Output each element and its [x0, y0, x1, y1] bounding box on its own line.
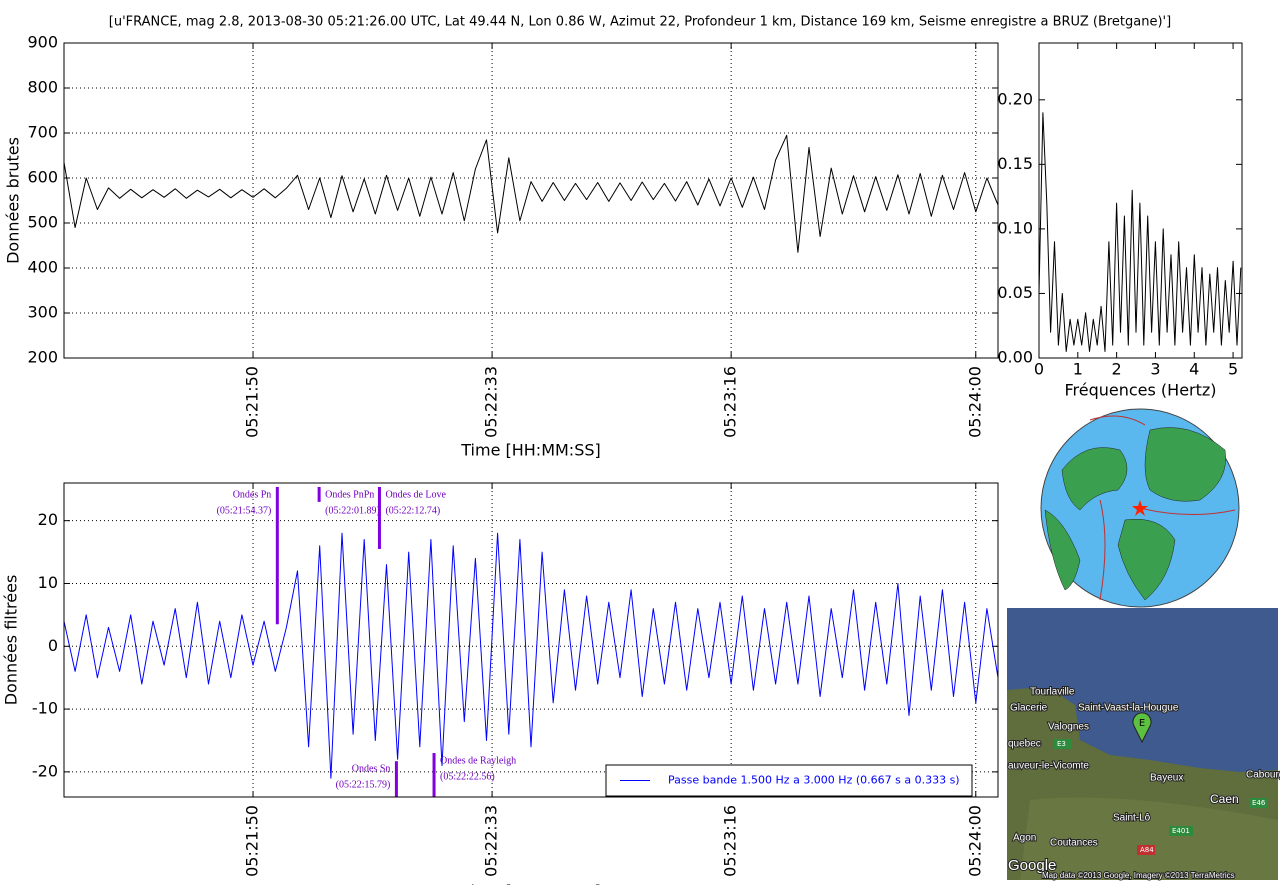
- axes: Données filtrées -20 -10 0 10 20 05:21:50 05:22…: [2, 482, 999, 885]
- annotation-time: (05:22:12.74): [385, 505, 440, 516]
- plate-boundary: [1099, 499, 1236, 601]
- y-tick-label: 600: [27, 168, 58, 187]
- map-marker: [1132, 712, 1152, 744]
- data-line: [64, 134, 998, 253]
- map-label: Agon: [1013, 833, 1036, 844]
- plot-area: [64, 43, 998, 358]
- map-label: quebec: [1008, 739, 1041, 750]
- globe-land: [1044, 509, 1081, 591]
- road-badge: [1249, 798, 1267, 808]
- y-tick-label: 0.20: [997, 89, 1033, 108]
- annotation-time: (05:22:22.56): [440, 771, 495, 782]
- x-tick-label: 05:24:00: [965, 366, 984, 438]
- map-label: Saint-Vaast-la-Hougue: [1078, 703, 1179, 714]
- y-tick-label: 0.10: [997, 218, 1033, 237]
- data-line: [64, 532, 998, 779]
- x-axis-label: Time [HH:MM:SS]: [460, 441, 601, 460]
- x-tick-label: 05:21:50: [243, 366, 262, 438]
- globe-land: [1117, 518, 1176, 601]
- map-label: Google: [1008, 857, 1056, 874]
- y-tick-label: 0: [48, 636, 58, 655]
- annotation-time: (05:22:01.89): [325, 505, 380, 516]
- y-tick-label: 400: [27, 258, 58, 277]
- annotation-time: (05:22:15.79): [336, 780, 391, 791]
- y-tick-label: 300: [27, 303, 58, 322]
- map-label: Cabourg: [1246, 770, 1280, 781]
- globe-land: [1061, 447, 1128, 511]
- x-tick-label: 05:22:33: [482, 805, 501, 877]
- y-tick-label: 0.15: [997, 154, 1033, 173]
- annotation-text: Ondes PnPn: [325, 489, 374, 500]
- plot-area: [64, 483, 998, 797]
- annotation-text: Ondes de Love: [385, 489, 446, 500]
- map-label: Coutances: [1050, 838, 1098, 849]
- annotation-time: (05:21:54.37): [217, 505, 272, 516]
- map-label: Tourlaville: [1030, 687, 1075, 698]
- x-tick-label: 3: [1150, 360, 1160, 379]
- map-label: Map data ©2013 Google, Imagery ©2013 Ter…: [1042, 871, 1235, 880]
- annotation-text: Ondes de Rayleigh: [440, 755, 516, 766]
- map: [1007, 608, 1278, 880]
- y-tick-label: -20: [32, 761, 58, 780]
- y-axis-label: Données filtrées: [2, 575, 21, 706]
- map-label: Caen: [1210, 792, 1239, 806]
- epicenter-star: [1132, 500, 1148, 516]
- legend-box: [605, 764, 973, 797]
- x-axis-label: Fréquences (Hertz): [1064, 381, 1216, 400]
- plot-area: [1039, 43, 1242, 358]
- annotation-text: Ondes Sn: [352, 764, 391, 775]
- road-label: E3: [1057, 740, 1066, 748]
- map-label: Saint-Lô: [1113, 813, 1151, 824]
- road-label: E401: [1172, 827, 1190, 835]
- map-land: [1020, 797, 1278, 880]
- x-axis-label: Time [HH:MM:SS]: [460, 882, 601, 885]
- map-label: Valognes: [1048, 722, 1089, 733]
- y-tick-label: 500: [27, 213, 58, 232]
- plot-frame: [63, 482, 999, 798]
- legend-label: Passe bande 1.500 Hz a 3.000 Hz (0.667 s…: [668, 774, 960, 787]
- x-tick-label: 05:21:50: [243, 805, 262, 877]
- annotation-text: Ondes Pn: [233, 489, 272, 500]
- map-marker-label: E: [1139, 718, 1145, 729]
- road-label: E46: [1252, 799, 1266, 807]
- x-tick-label: 2: [1112, 360, 1122, 379]
- y-tick-label: -10: [32, 699, 58, 718]
- y-tick-label: 20: [38, 510, 58, 529]
- road-badge: [1169, 826, 1193, 836]
- data-line: [1039, 112, 1242, 352]
- figure-title: [u'FRANCE, mag 2.8, 2013-08-30 05:21:26.…: [109, 15, 1171, 30]
- y-axis-label: Données brutes: [4, 137, 23, 264]
- y-tick-label: 0.00: [997, 348, 1033, 367]
- globe: [1040, 408, 1240, 608]
- road-label: A84: [1140, 846, 1154, 854]
- globe-land: [1144, 427, 1226, 502]
- map-label: Bayeux: [1150, 773, 1183, 784]
- y-tick-label: 200: [27, 348, 58, 367]
- x-tick-label: 05:23:16: [721, 366, 740, 438]
- axes: Données brutes 200 300 400 500 600 700 800 900 05…: [4, 33, 999, 460]
- road-badge: [1137, 845, 1155, 855]
- x-tick-label: 0: [1034, 360, 1044, 379]
- plot-frame: [1038, 42, 1243, 359]
- axes: FFT0.000.050.100.150.20012345Fréquences …: [976, 42, 1243, 400]
- y-tick-label: 800: [27, 78, 58, 97]
- plot-frame: [63, 42, 999, 359]
- x-tick-label: 1: [1073, 360, 1083, 379]
- x-tick-label: 05:23:16: [721, 805, 740, 877]
- y-tick-label: 10: [38, 573, 58, 592]
- y-tick-label: 900: [27, 33, 58, 52]
- map-label: auveur-le-Vicomte: [1008, 761, 1089, 772]
- x-tick-label: 05:24:00: [965, 805, 984, 877]
- y-tick-label: 700: [27, 123, 58, 142]
- x-tick-label: 5: [1228, 360, 1238, 379]
- x-tick-label: 05:22:33: [482, 366, 501, 438]
- x-tick-label: 4: [1189, 360, 1199, 379]
- road-badge: [1054, 739, 1072, 749]
- plate-boundary: [1089, 415, 1146, 426]
- map-label: Glacerie: [1010, 703, 1048, 714]
- y-tick-label: 0.05: [997, 283, 1033, 302]
